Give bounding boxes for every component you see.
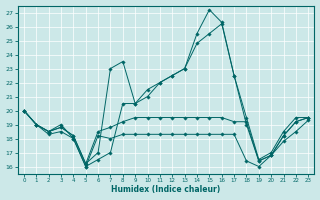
X-axis label: Humidex (Indice chaleur): Humidex (Indice chaleur): [111, 185, 221, 194]
